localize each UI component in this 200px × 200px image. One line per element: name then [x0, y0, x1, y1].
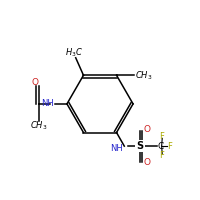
Text: F: F [160, 151, 164, 160]
Text: NH: NH [111, 144, 123, 153]
Text: S: S [136, 141, 143, 151]
Text: F: F [167, 142, 172, 151]
Text: C: C [158, 142, 164, 151]
Text: O: O [144, 125, 151, 134]
Text: F: F [160, 132, 164, 141]
Text: O: O [31, 78, 38, 87]
Text: NH: NH [42, 99, 54, 108]
Text: $CH_3$: $CH_3$ [135, 69, 152, 82]
Text: O: O [144, 158, 151, 167]
Text: $CH_3$: $CH_3$ [30, 120, 47, 132]
Text: $H_3C$: $H_3C$ [65, 47, 83, 59]
